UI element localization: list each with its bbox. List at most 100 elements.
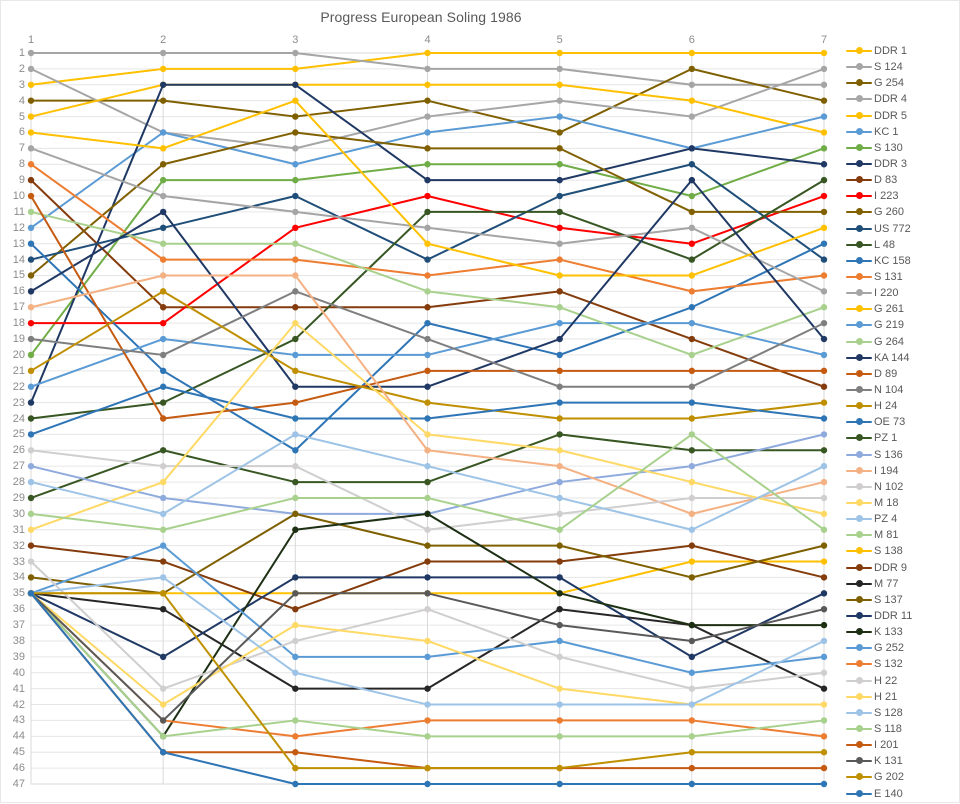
legend-item[interactable]: G 261 — [846, 301, 960, 317]
legend-item[interactable]: D 89 — [846, 366, 960, 382]
data-point[interactable] — [292, 590, 299, 597]
data-point[interactable] — [292, 447, 299, 454]
data-point[interactable] — [556, 367, 563, 375]
legend-item[interactable]: DDR 11 — [846, 608, 960, 624]
data-point[interactable] — [688, 65, 696, 73]
data-point[interactable] — [424, 733, 431, 740]
data-point[interactable] — [820, 208, 828, 216]
data-point[interactable] — [820, 304, 828, 311]
legend-item[interactable]: PZ 1 — [846, 430, 960, 446]
data-point[interactable] — [27, 208, 35, 216]
data-point[interactable] — [292, 81, 299, 88]
data-point[interactable] — [688, 351, 696, 359]
series-line[interactable] — [27, 240, 828, 454]
data-point[interactable] — [424, 717, 431, 724]
legend-item[interactable]: K 133 — [846, 624, 960, 640]
data-point[interactable] — [159, 272, 167, 279]
data-point[interactable] — [159, 49, 167, 57]
series-line[interactable] — [27, 176, 828, 422]
series-line[interactable] — [27, 81, 828, 406]
legend-item[interactable]: DDR 1 — [846, 43, 960, 59]
legend-item[interactable]: S 130 — [846, 140, 960, 156]
legend-item[interactable]: S 132 — [846, 656, 960, 672]
legend-item[interactable]: G 254 — [846, 75, 960, 91]
data-point[interactable] — [424, 383, 431, 390]
data-point[interactable] — [292, 510, 299, 518]
data-point[interactable] — [292, 351, 299, 359]
data-point[interactable] — [424, 65, 431, 73]
data-point[interactable] — [159, 717, 167, 724]
legend-item[interactable]: G 260 — [846, 204, 960, 220]
data-point[interactable] — [424, 510, 431, 518]
data-point[interactable] — [424, 780, 431, 788]
data-point[interactable] — [688, 526, 696, 533]
data-point[interactable] — [820, 383, 828, 390]
series-line[interactable] — [27, 145, 828, 359]
series-line[interactable] — [27, 97, 828, 279]
data-point[interactable] — [688, 288, 696, 295]
data-point[interactable] — [292, 97, 299, 104]
data-point[interactable] — [159, 208, 167, 216]
legend-item[interactable]: E 140 — [846, 785, 960, 801]
data-point[interactable] — [820, 733, 828, 740]
data-point[interactable] — [556, 447, 563, 454]
data-point[interactable] — [292, 494, 299, 502]
data-point[interactable] — [424, 447, 431, 454]
data-point[interactable] — [27, 319, 35, 327]
data-point[interactable] — [292, 367, 299, 375]
data-point[interactable] — [820, 240, 828, 247]
data-point[interactable] — [424, 351, 431, 359]
data-point[interactable] — [424, 701, 431, 708]
legend-item[interactable]: L 48 — [846, 237, 960, 253]
data-point[interactable] — [27, 542, 35, 549]
data-point[interactable] — [688, 653, 696, 661]
data-point[interactable] — [556, 65, 563, 73]
data-point[interactable] — [159, 335, 167, 343]
data-point[interactable] — [556, 208, 563, 216]
data-point[interactable] — [292, 780, 299, 788]
data-point[interactable] — [424, 145, 431, 152]
data-point[interactable] — [820, 97, 828, 104]
data-point[interactable] — [27, 145, 35, 152]
data-point[interactable] — [292, 288, 299, 295]
series-line[interactable] — [27, 542, 828, 613]
data-point[interactable] — [27, 399, 35, 406]
data-point[interactable] — [688, 431, 696, 438]
data-point[interactable] — [159, 367, 167, 375]
legend-item[interactable]: I 201 — [846, 737, 960, 753]
data-point[interactable] — [688, 240, 696, 247]
data-point[interactable] — [556, 256, 563, 263]
legend-item[interactable]: KC 158 — [846, 253, 960, 269]
data-point[interactable] — [27, 161, 35, 168]
data-point[interactable] — [159, 161, 167, 168]
legend-item[interactable]: I 194 — [846, 463, 960, 479]
legend-item[interactable]: S 136 — [846, 447, 960, 463]
data-point[interactable] — [688, 272, 696, 279]
data-point[interactable] — [688, 685, 696, 692]
data-point[interactable] — [556, 176, 563, 184]
data-point[interactable] — [27, 272, 35, 279]
data-point[interactable] — [27, 526, 35, 533]
legend-item[interactable]: N 104 — [846, 382, 960, 398]
data-point[interactable] — [27, 176, 35, 184]
data-point[interactable] — [424, 399, 431, 406]
series-line[interactable] — [27, 65, 828, 136]
data-point[interactable] — [556, 733, 563, 740]
data-point[interactable] — [159, 129, 167, 136]
legend-item[interactable]: H 24 — [846, 398, 960, 414]
legend-item[interactable]: H 22 — [846, 672, 960, 688]
data-point[interactable] — [292, 733, 299, 740]
data-point[interactable] — [820, 65, 828, 73]
data-point[interactable] — [159, 224, 167, 232]
data-point[interactable] — [27, 65, 35, 73]
data-point[interactable] — [27, 574, 35, 581]
data-point[interactable] — [159, 494, 167, 502]
data-point[interactable] — [556, 717, 563, 724]
data-point[interactable] — [820, 717, 828, 724]
data-point[interactable] — [820, 447, 828, 454]
data-point[interactable] — [820, 637, 828, 645]
data-point[interactable] — [556, 97, 563, 104]
data-point[interactable] — [424, 335, 431, 343]
series-line[interactable] — [27, 161, 828, 263]
data-point[interactable] — [27, 240, 35, 247]
